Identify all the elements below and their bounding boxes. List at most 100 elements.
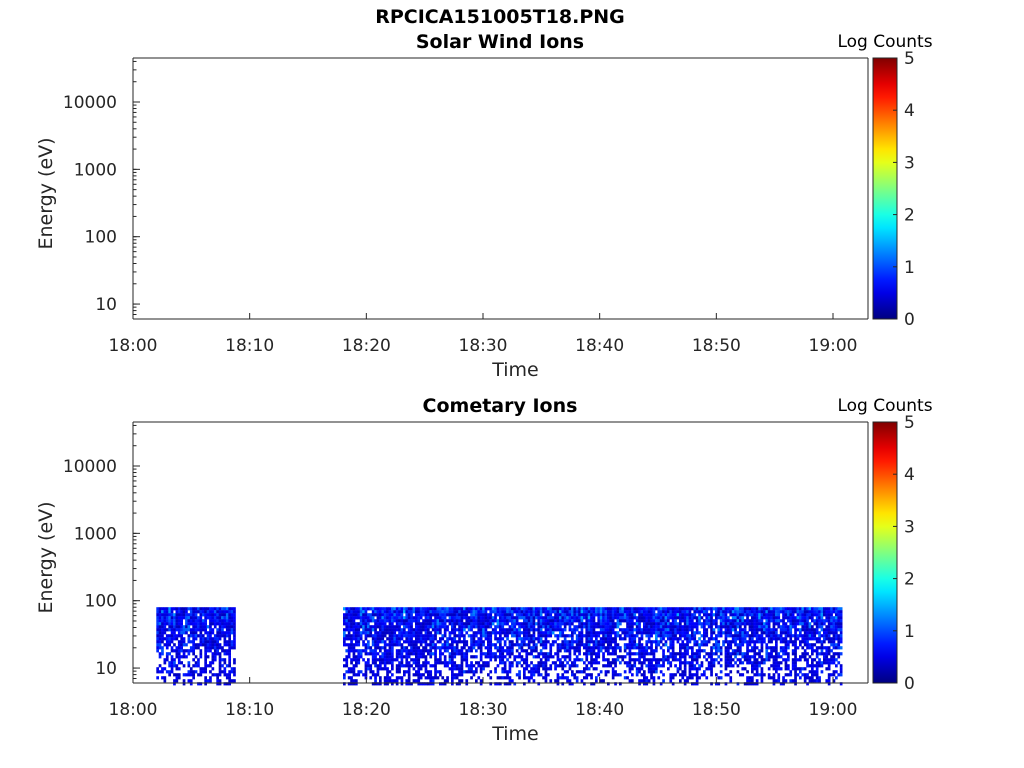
heatmap-cell xyxy=(551,631,555,635)
heatmap-cell xyxy=(189,622,193,626)
heatmap-cell xyxy=(424,631,428,635)
heatmap-cell xyxy=(835,631,838,635)
heatmap-cell xyxy=(719,670,723,674)
heatmap-cell xyxy=(693,664,697,668)
heatmap-cell xyxy=(561,610,565,614)
heatmap-cell xyxy=(547,655,550,659)
heatmap-cell xyxy=(506,652,509,656)
heatmap-cell xyxy=(532,655,536,659)
heatmap-cell xyxy=(794,682,797,686)
heatmap-cell xyxy=(679,622,682,626)
colorbar-tick-label: 0 xyxy=(904,310,915,330)
heatmap-cell xyxy=(383,640,387,644)
heatmap-cell xyxy=(395,610,399,614)
heatmap-cell xyxy=(789,622,793,626)
heatmap-cell xyxy=(808,670,812,674)
heatmap-cell xyxy=(655,646,658,650)
heatmap-cell xyxy=(515,661,519,665)
heatmap-cell xyxy=(523,667,526,671)
heatmap-cell xyxy=(758,607,761,611)
heatmap-cell xyxy=(566,679,569,683)
heatmap-cell xyxy=(722,640,725,644)
heatmap-cell xyxy=(511,616,514,620)
heatmap-cell xyxy=(225,673,229,677)
heatmap-cell xyxy=(489,607,493,611)
heatmap-cell xyxy=(230,625,234,629)
heatmap-cell xyxy=(650,622,653,626)
heatmap-cell xyxy=(233,661,236,665)
heatmap-cell xyxy=(602,646,605,650)
heatmap-cell xyxy=(374,652,377,656)
heatmap-cell xyxy=(640,667,644,671)
heatmap-cell xyxy=(782,628,785,632)
heatmap-cell xyxy=(811,631,814,635)
heatmap-cell xyxy=(501,649,505,653)
heatmap-cell xyxy=(772,664,776,668)
heatmap-cell xyxy=(539,649,543,653)
heatmap-cell xyxy=(417,664,421,668)
heatmap-cell xyxy=(177,667,181,671)
heatmap-cell xyxy=(487,619,490,623)
heatmap-cell xyxy=(626,616,629,620)
heatmap-cell xyxy=(446,640,449,644)
heatmap-cell xyxy=(451,670,454,674)
heatmap-cell xyxy=(671,619,675,623)
heatmap-cell xyxy=(727,616,730,620)
heatmap-cell xyxy=(755,625,759,629)
heatmap-cell xyxy=(561,673,565,677)
heatmap-cell xyxy=(715,652,718,656)
heatmap-cell xyxy=(547,673,550,677)
heatmap-cell xyxy=(815,616,819,620)
heatmap-cell xyxy=(578,625,581,629)
heatmap-cell xyxy=(832,640,836,644)
heatmap-cell xyxy=(746,661,749,665)
heatmap-cell xyxy=(350,682,353,686)
heatmap-cell xyxy=(209,622,212,626)
heatmap-cell xyxy=(748,622,752,626)
heatmap-cell xyxy=(602,622,605,626)
heatmap-cell xyxy=(185,610,188,614)
heatmap-cell xyxy=(650,640,653,644)
heatmap-cell xyxy=(197,607,200,611)
heatmap-cell xyxy=(175,607,179,611)
heatmap-cell xyxy=(811,607,814,611)
heatmap-cell xyxy=(189,613,193,617)
heatmap-cell xyxy=(679,625,682,629)
heatmap-cell xyxy=(835,676,838,680)
heatmap-cell xyxy=(832,673,836,677)
heatmap-cell xyxy=(669,622,673,626)
heatmap-cell xyxy=(645,634,649,638)
heatmap-cell xyxy=(719,646,723,650)
heatmap-cell xyxy=(352,619,356,623)
heatmap-cell xyxy=(556,658,560,662)
heatmap-cell xyxy=(381,619,385,623)
heatmap-cell xyxy=(585,607,589,611)
heatmap-cell xyxy=(739,625,742,629)
heatmap-cell xyxy=(820,607,824,611)
heatmap-cell xyxy=(168,670,171,674)
heatmap-cell xyxy=(578,637,581,641)
heatmap-cell xyxy=(837,619,841,623)
heatmap-cell xyxy=(775,655,778,659)
heatmap-cell xyxy=(580,640,584,644)
heatmap-cell xyxy=(194,613,198,617)
heatmap-cell xyxy=(633,634,637,638)
heatmap-cell xyxy=(595,661,598,665)
heatmap-cell xyxy=(767,625,771,629)
x-tick-label: 18:10 xyxy=(225,700,274,720)
heatmap-cell xyxy=(376,673,380,677)
heatmap-cell xyxy=(489,676,493,680)
heatmap-cell xyxy=(715,640,718,644)
heatmap-cell xyxy=(192,628,195,632)
heatmap-cell xyxy=(724,628,728,632)
heatmap-cell xyxy=(775,679,778,683)
heatmap-cell xyxy=(417,682,421,686)
heatmap-cell xyxy=(225,682,229,686)
heatmap-cell xyxy=(458,649,461,653)
heatmap-cell xyxy=(609,637,613,641)
heatmap-cell xyxy=(703,634,706,638)
heatmap-cell xyxy=(233,610,236,614)
heatmap-cell xyxy=(484,634,488,638)
heatmap-cell xyxy=(561,619,565,623)
heatmap-cell xyxy=(801,622,805,626)
